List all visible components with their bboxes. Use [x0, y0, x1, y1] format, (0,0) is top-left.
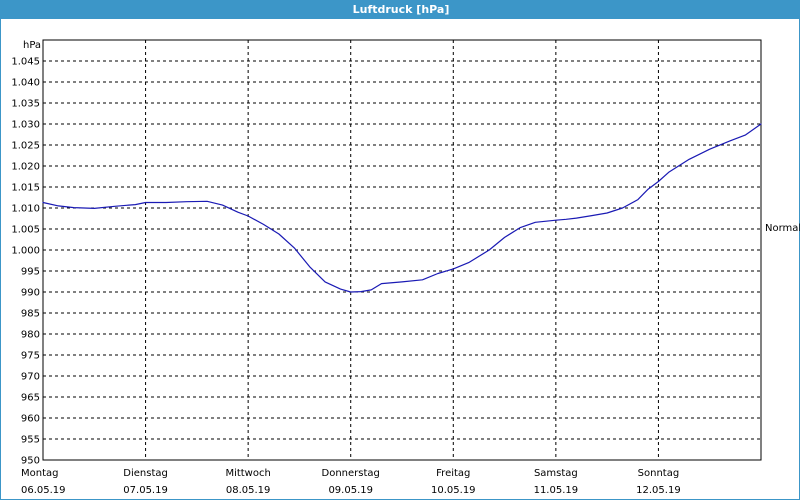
- x-tick-day-label: Mittwoch: [225, 468, 270, 479]
- x-tick-day-label: Samstag: [534, 468, 578, 479]
- y-tick-label: 1.045: [11, 57, 40, 68]
- y-axis: 950 955 960 965 970 975 980 985 990 995 1.000 1.005…: [11, 57, 800, 467]
- x-axis: Montag 06.05.19 Dienstag 07.05.19 Mittwoch 08…: [21, 468, 681, 496]
- x-tick-date-label: 11.05.19: [534, 485, 579, 496]
- y-tick-label: 1.010: [11, 204, 40, 215]
- y-tick-label: 950: [21, 456, 40, 467]
- y-tick-label: 1.040: [11, 78, 40, 89]
- y-tick-label: 1.025: [11, 141, 40, 152]
- chart-grid: [42, 39, 762, 461]
- x-tick-date-label: 08.05.19: [226, 485, 271, 496]
- y-tick-label: 955: [21, 435, 40, 446]
- y-tick-label: 975: [21, 351, 40, 362]
- y-tick-label: 995: [21, 267, 40, 278]
- y-tick-label: 1.020: [11, 162, 40, 173]
- y-tick-label: 1.035: [11, 99, 40, 110]
- pressure-series-line: [42, 123, 762, 293]
- y-tick-label: 1.030: [11, 120, 40, 131]
- y-tick-label: 990: [21, 288, 40, 299]
- plot-frame: [42, 39, 762, 461]
- x-tick-date-label: 06.05.19: [21, 485, 66, 496]
- normal-reference-label: Normal: [765, 223, 800, 234]
- y-tick-label: 980: [21, 330, 40, 341]
- window-title: Luftdruck [hPa]: [1, 0, 800, 19]
- y-tick-label: 960: [21, 414, 40, 425]
- series-layer: [42, 123, 762, 293]
- x-tick-date-label: 07.05.19: [123, 485, 168, 496]
- y-tick-label: 1.000: [11, 246, 40, 257]
- x-tick-date-label: 10.05.19: [431, 485, 476, 496]
- y-axis-unit-label: hPa: [23, 40, 41, 51]
- x-tick-day-label: Sonntag: [638, 468, 680, 479]
- x-tick-day-label: Dienstag: [123, 468, 168, 479]
- x-tick-date-label: 09.05.19: [328, 485, 373, 496]
- y-tick-label: 970: [21, 372, 40, 383]
- x-tick-day-label: Freitag: [436, 468, 470, 479]
- x-tick-date-label: 12.05.19: [636, 485, 681, 496]
- y-tick-label: 1.015: [11, 183, 40, 194]
- x-tick-day-label: Montag: [21, 468, 58, 479]
- y-tick-label: 985: [21, 309, 40, 320]
- y-tick-label: 965: [21, 393, 40, 404]
- x-tick-day-label: Donnerstag: [322, 468, 380, 479]
- y-tick-label: 1.005: [11, 225, 40, 236]
